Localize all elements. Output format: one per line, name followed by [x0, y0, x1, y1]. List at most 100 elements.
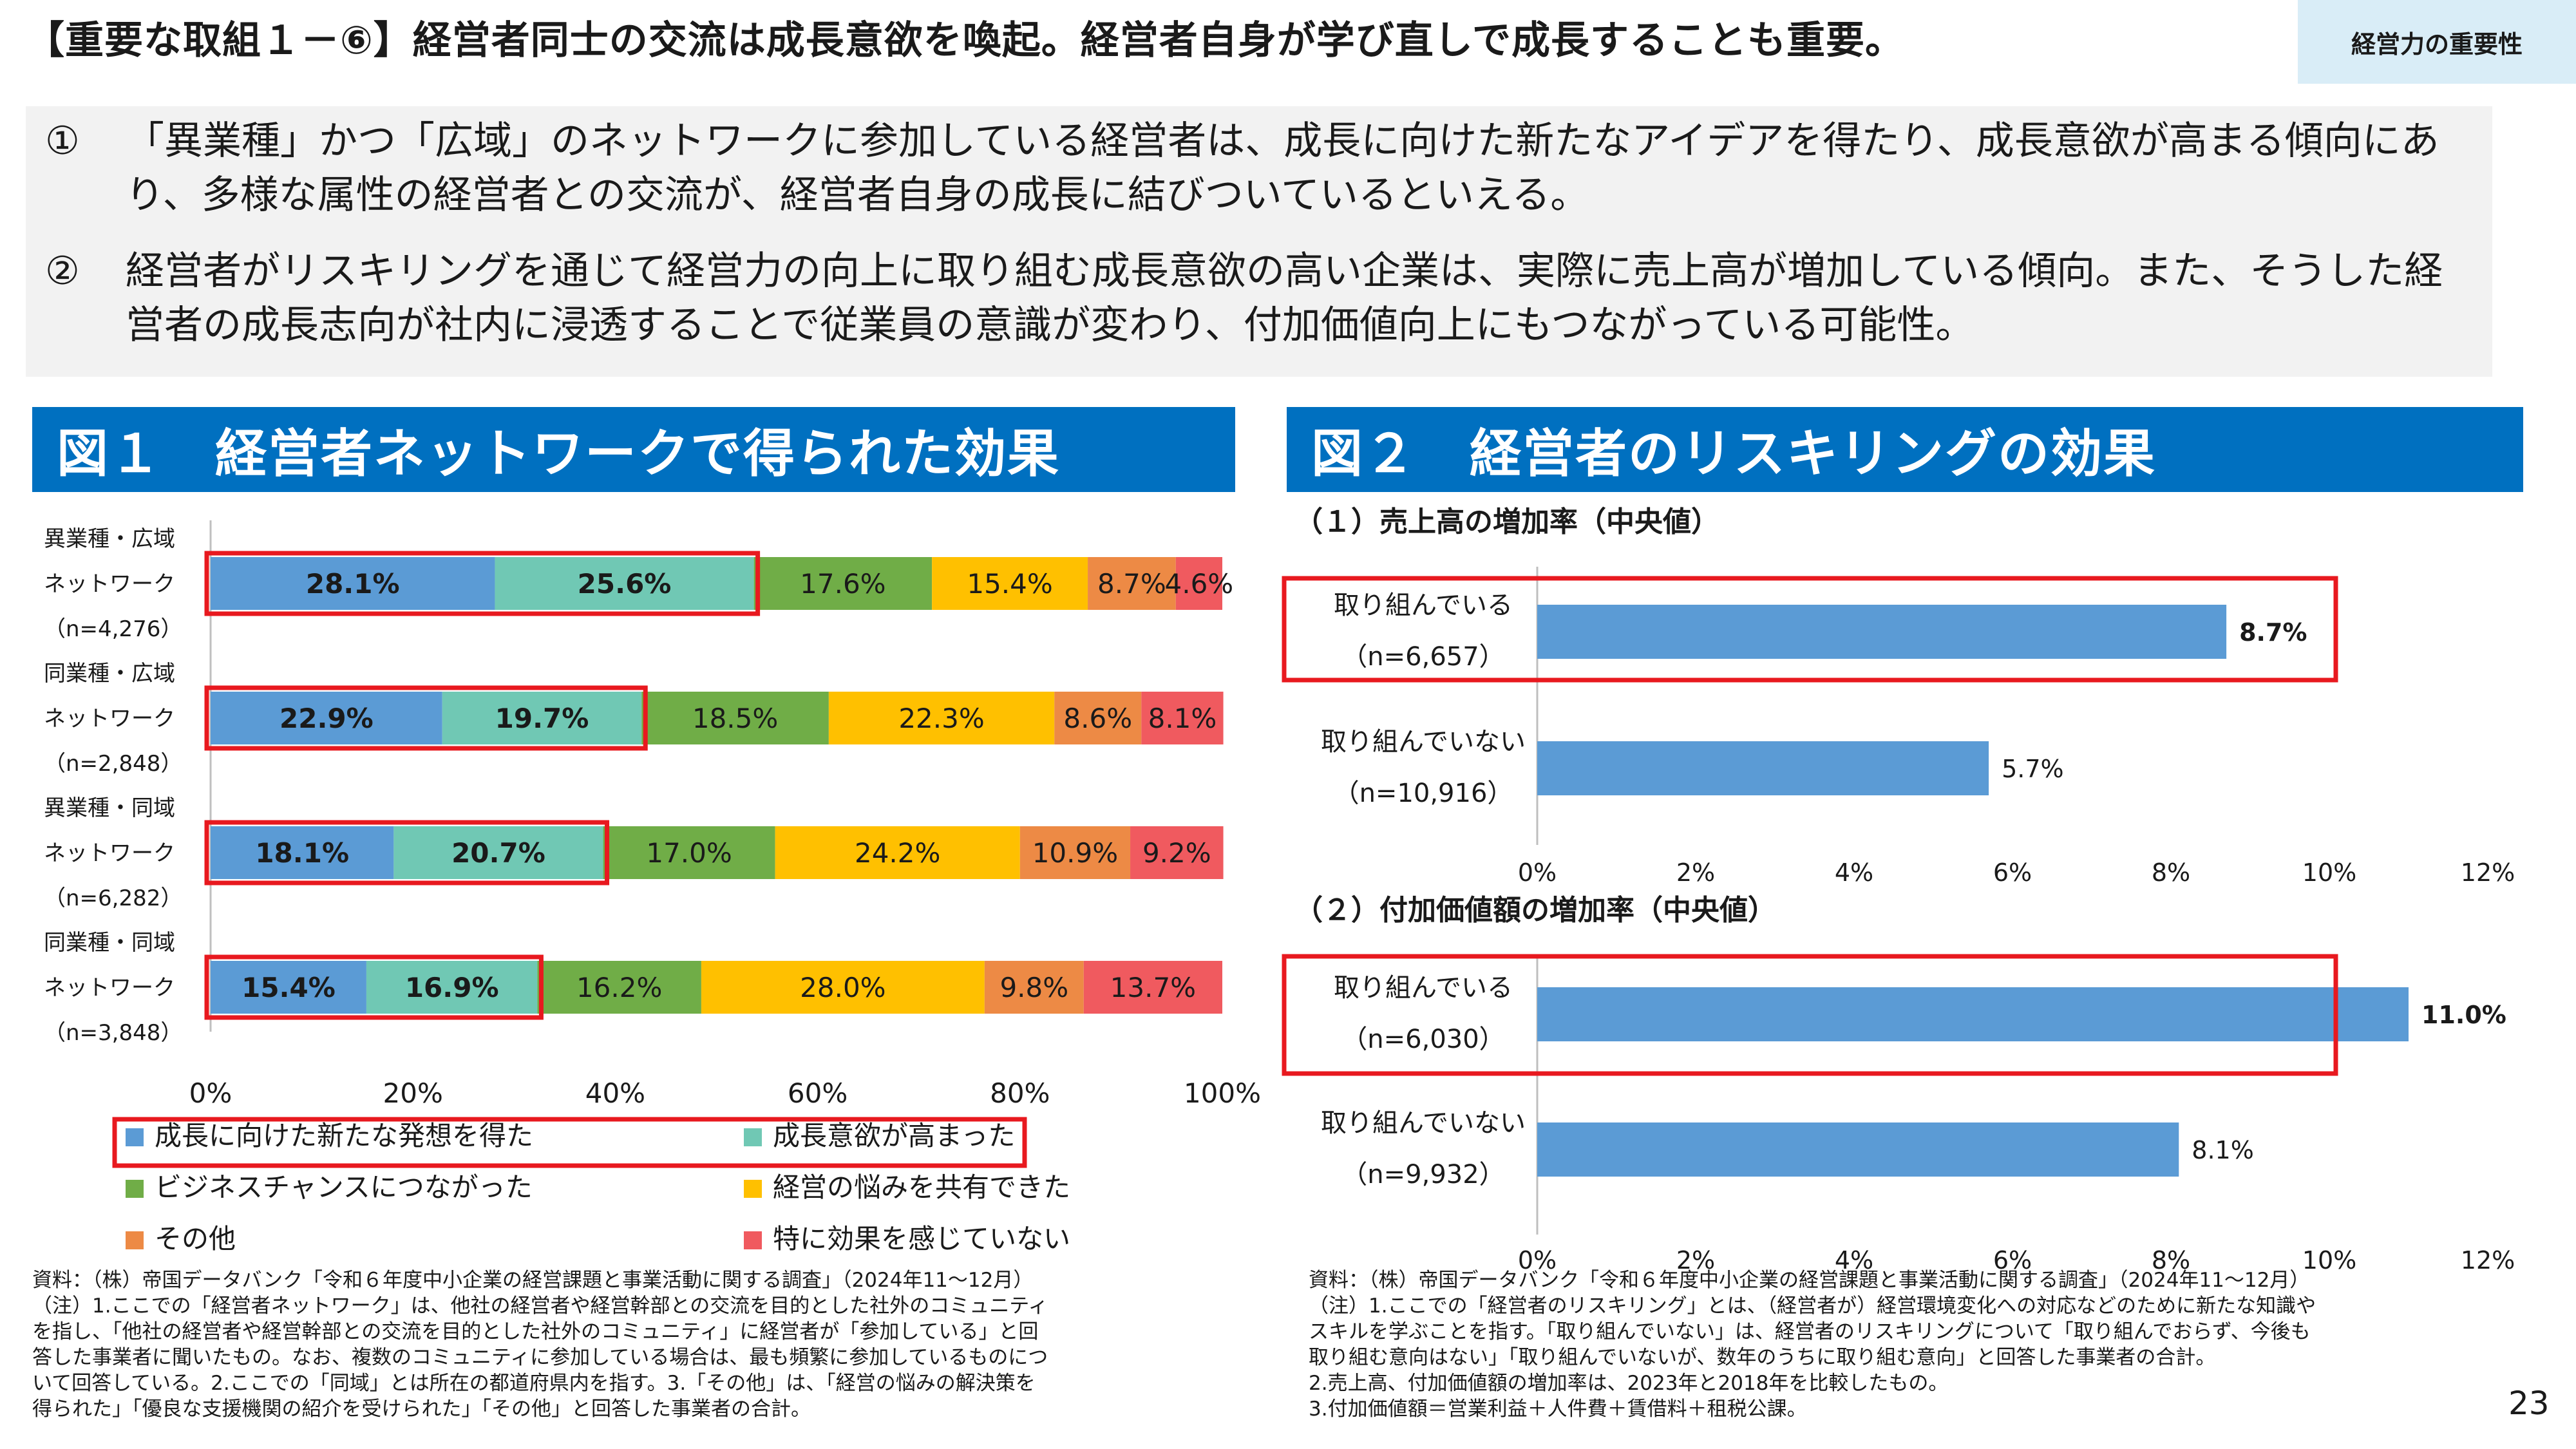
- x-tick-label: 40%: [585, 1077, 645, 1109]
- data-label: 17.6%: [800, 568, 886, 600]
- bar-segment: [603, 826, 775, 879]
- x-tick-label: 12%: [2461, 858, 2515, 887]
- category-label: （n=6,657）: [1341, 642, 1504, 672]
- section-tag: 経営力の重要性: [2298, 0, 2576, 84]
- data-label: 16.9%: [405, 972, 499, 1003]
- legend-label: ビジネスチャンスにつながった: [155, 1171, 533, 1203]
- category-label: 同業種・広域: [44, 661, 175, 687]
- category-label: 取り組んでいる: [1334, 591, 1513, 620]
- category-label: 取り組んでいない: [1321, 727, 1526, 757]
- data-label: 18.1%: [255, 837, 349, 869]
- category-label: 異業種・同域: [44, 795, 175, 821]
- x-tick-label: 10%: [2302, 858, 2356, 887]
- category-label: ネットワーク: [44, 706, 175, 732]
- category-label: 取り組んでいない: [1321, 1108, 1526, 1138]
- bar-segment: [1175, 557, 1222, 610]
- bar: [1537, 1122, 2179, 1177]
- bar-segment: [442, 692, 642, 744]
- data-label: 10.9%: [1032, 837, 1118, 869]
- legend-swatch: [744, 1231, 762, 1249]
- x-tick-label: 12%: [2461, 1246, 2515, 1274]
- category-label: ネットワーク: [44, 975, 175, 1001]
- bar-segment: [211, 557, 495, 610]
- x-tick-label: 60%: [788, 1077, 848, 1109]
- legend-swatch: [126, 1180, 144, 1198]
- bar-segment: [1083, 961, 1222, 1014]
- category-label: ネットワーク: [44, 840, 175, 866]
- data-label: 8.6%: [1063, 703, 1132, 734]
- data-label: 9.8%: [999, 972, 1068, 1003]
- bar-segment: [495, 557, 754, 610]
- x-tick-label: 0%: [189, 1077, 232, 1109]
- data-label: 4.6%: [1165, 568, 1234, 600]
- note-line: （注）1.ここでの「経営者ネットワーク」は、他社の経営者や経営幹部との交流を目的…: [32, 1294, 1048, 1318]
- highlight-box: [1282, 954, 2338, 1076]
- note-line: 得られた」「優良な支援機関の紹介を受けられた」「その他」と回答した事業者の合計。: [32, 1397, 811, 1421]
- highlight-box: [204, 551, 761, 616]
- note-line: 資料：（株）帝国データバンク「令和６年度中小企業の経営課題と事業活動に関する調査…: [1309, 1269, 2310, 1292]
- highlight-box: [204, 954, 544, 1020]
- data-label: 16.2%: [576, 972, 662, 1003]
- data-label: 15.4%: [967, 568, 1052, 600]
- x-tick-label: 6%: [1993, 1246, 2032, 1274]
- data-label: 19.7%: [495, 703, 589, 734]
- bar-segment: [211, 961, 366, 1014]
- data-label: 9.2%: [1142, 837, 1211, 869]
- bar-segment: [1019, 826, 1131, 879]
- category-label: （n=3,848）: [44, 1020, 182, 1046]
- bar: [1537, 741, 1989, 795]
- x-tick-label: 100%: [1184, 1077, 1261, 1109]
- data-label: 5.7%: [2002, 755, 2064, 783]
- x-tick-label: 4%: [1835, 1246, 1873, 1274]
- summary-item-number: ①: [45, 118, 80, 164]
- legend-swatch: [744, 1180, 762, 1198]
- note-line: いて回答している。2.ここでの「同域」とは所在の都道府県内を指す。3.「その他」…: [32, 1372, 1036, 1395]
- x-tick-label: 6%: [1993, 858, 2032, 887]
- bar-segment: [775, 826, 1020, 879]
- note-line: 2.売上高、付加価値額の増加率は、2023年と2018年を比較したもの。: [1309, 1372, 1949, 1395]
- note-line: 資料：（株）帝国データバンク「令和６年度中小企業の経営課題と事業活動に関する調査…: [32, 1269, 1034, 1292]
- note-line: （注）1.ここでの「経営者のリスキリング」とは、（経営者が）経営環境変化への対応…: [1309, 1294, 2316, 1318]
- category-label: （n=4,276）: [44, 616, 182, 642]
- category-label: ネットワーク: [44, 571, 175, 597]
- bar-segment: [701, 961, 985, 1014]
- x-tick-label: 10%: [2302, 1246, 2356, 1274]
- summary-item-text: 「異業種」かつ「広域」のネットワークに参加している経営者は、成長に向けた新たなア…: [126, 118, 2439, 218]
- legend-swatch: [744, 1128, 762, 1146]
- data-label: 28.1%: [306, 568, 400, 600]
- x-tick-label: 8%: [2152, 858, 2190, 887]
- legend-label: 成長意欲が高まった: [773, 1120, 1015, 1151]
- chart-title: （２）付加価値額の増加率（中央値）: [1294, 894, 1776, 927]
- page-number: 23: [2508, 1385, 2550, 1422]
- figure2-source-note: 資料：（株）帝国データバンク「令和６年度中小企業の経営課題と事業活動に関する調査…: [1309, 1267, 2552, 1422]
- data-label: 18.5%: [692, 703, 778, 734]
- note-line: を指し、「他社の経営者や経営幹部との交流を目的とした社外のコミュニティ」に経営者…: [32, 1320, 1039, 1343]
- x-tick-label: 4%: [1835, 858, 1873, 887]
- summary-item-number: ②: [45, 249, 80, 294]
- legend-swatch: [126, 1231, 144, 1249]
- x-tick-label: 20%: [383, 1077, 443, 1109]
- data-label: 22.3%: [898, 703, 984, 734]
- figure1-header: 図１ 経営者ネットワークで得られた効果: [32, 407, 1235, 492]
- bar-segment: [211, 826, 394, 879]
- x-tick-label: 2%: [1676, 858, 1715, 887]
- data-label: 8.1%: [1148, 703, 1217, 734]
- data-label: 11.0%: [2421, 1001, 2506, 1029]
- bar: [1537, 987, 2409, 1041]
- legend-swatch: [126, 1128, 144, 1146]
- chart-title: （１）売上高の増加率（中央値）: [1294, 506, 1719, 538]
- bar-segment: [753, 557, 933, 610]
- category-label: （n=2,848）: [44, 751, 182, 777]
- legend-label: その他: [155, 1223, 236, 1255]
- bar-segment: [537, 961, 701, 1014]
- figure1-source-note: 資料：（株）帝国データバンク「令和６年度中小企業の経営課題と事業活動に関する調査…: [32, 1267, 1275, 1422]
- legend-highlight-box: [112, 1117, 1027, 1168]
- highlight-box: [204, 685, 648, 751]
- note-line: スキルを学ぶことを指す。「取り組んでいない」は、経営者のリスキリングについて「取…: [1309, 1320, 2311, 1343]
- bar-segment: [641, 692, 829, 744]
- summary-box: ① 「異業種」かつ「広域」のネットワークに参加している経営者は、成長に向けた新た…: [26, 106, 2492, 377]
- category-label: 異業種・広域: [44, 526, 175, 552]
- category-label: （n=6,030）: [1341, 1025, 1504, 1054]
- data-label: 24.2%: [855, 837, 940, 869]
- legend-label: 成長に向けた新たな発想を得た: [155, 1120, 533, 1151]
